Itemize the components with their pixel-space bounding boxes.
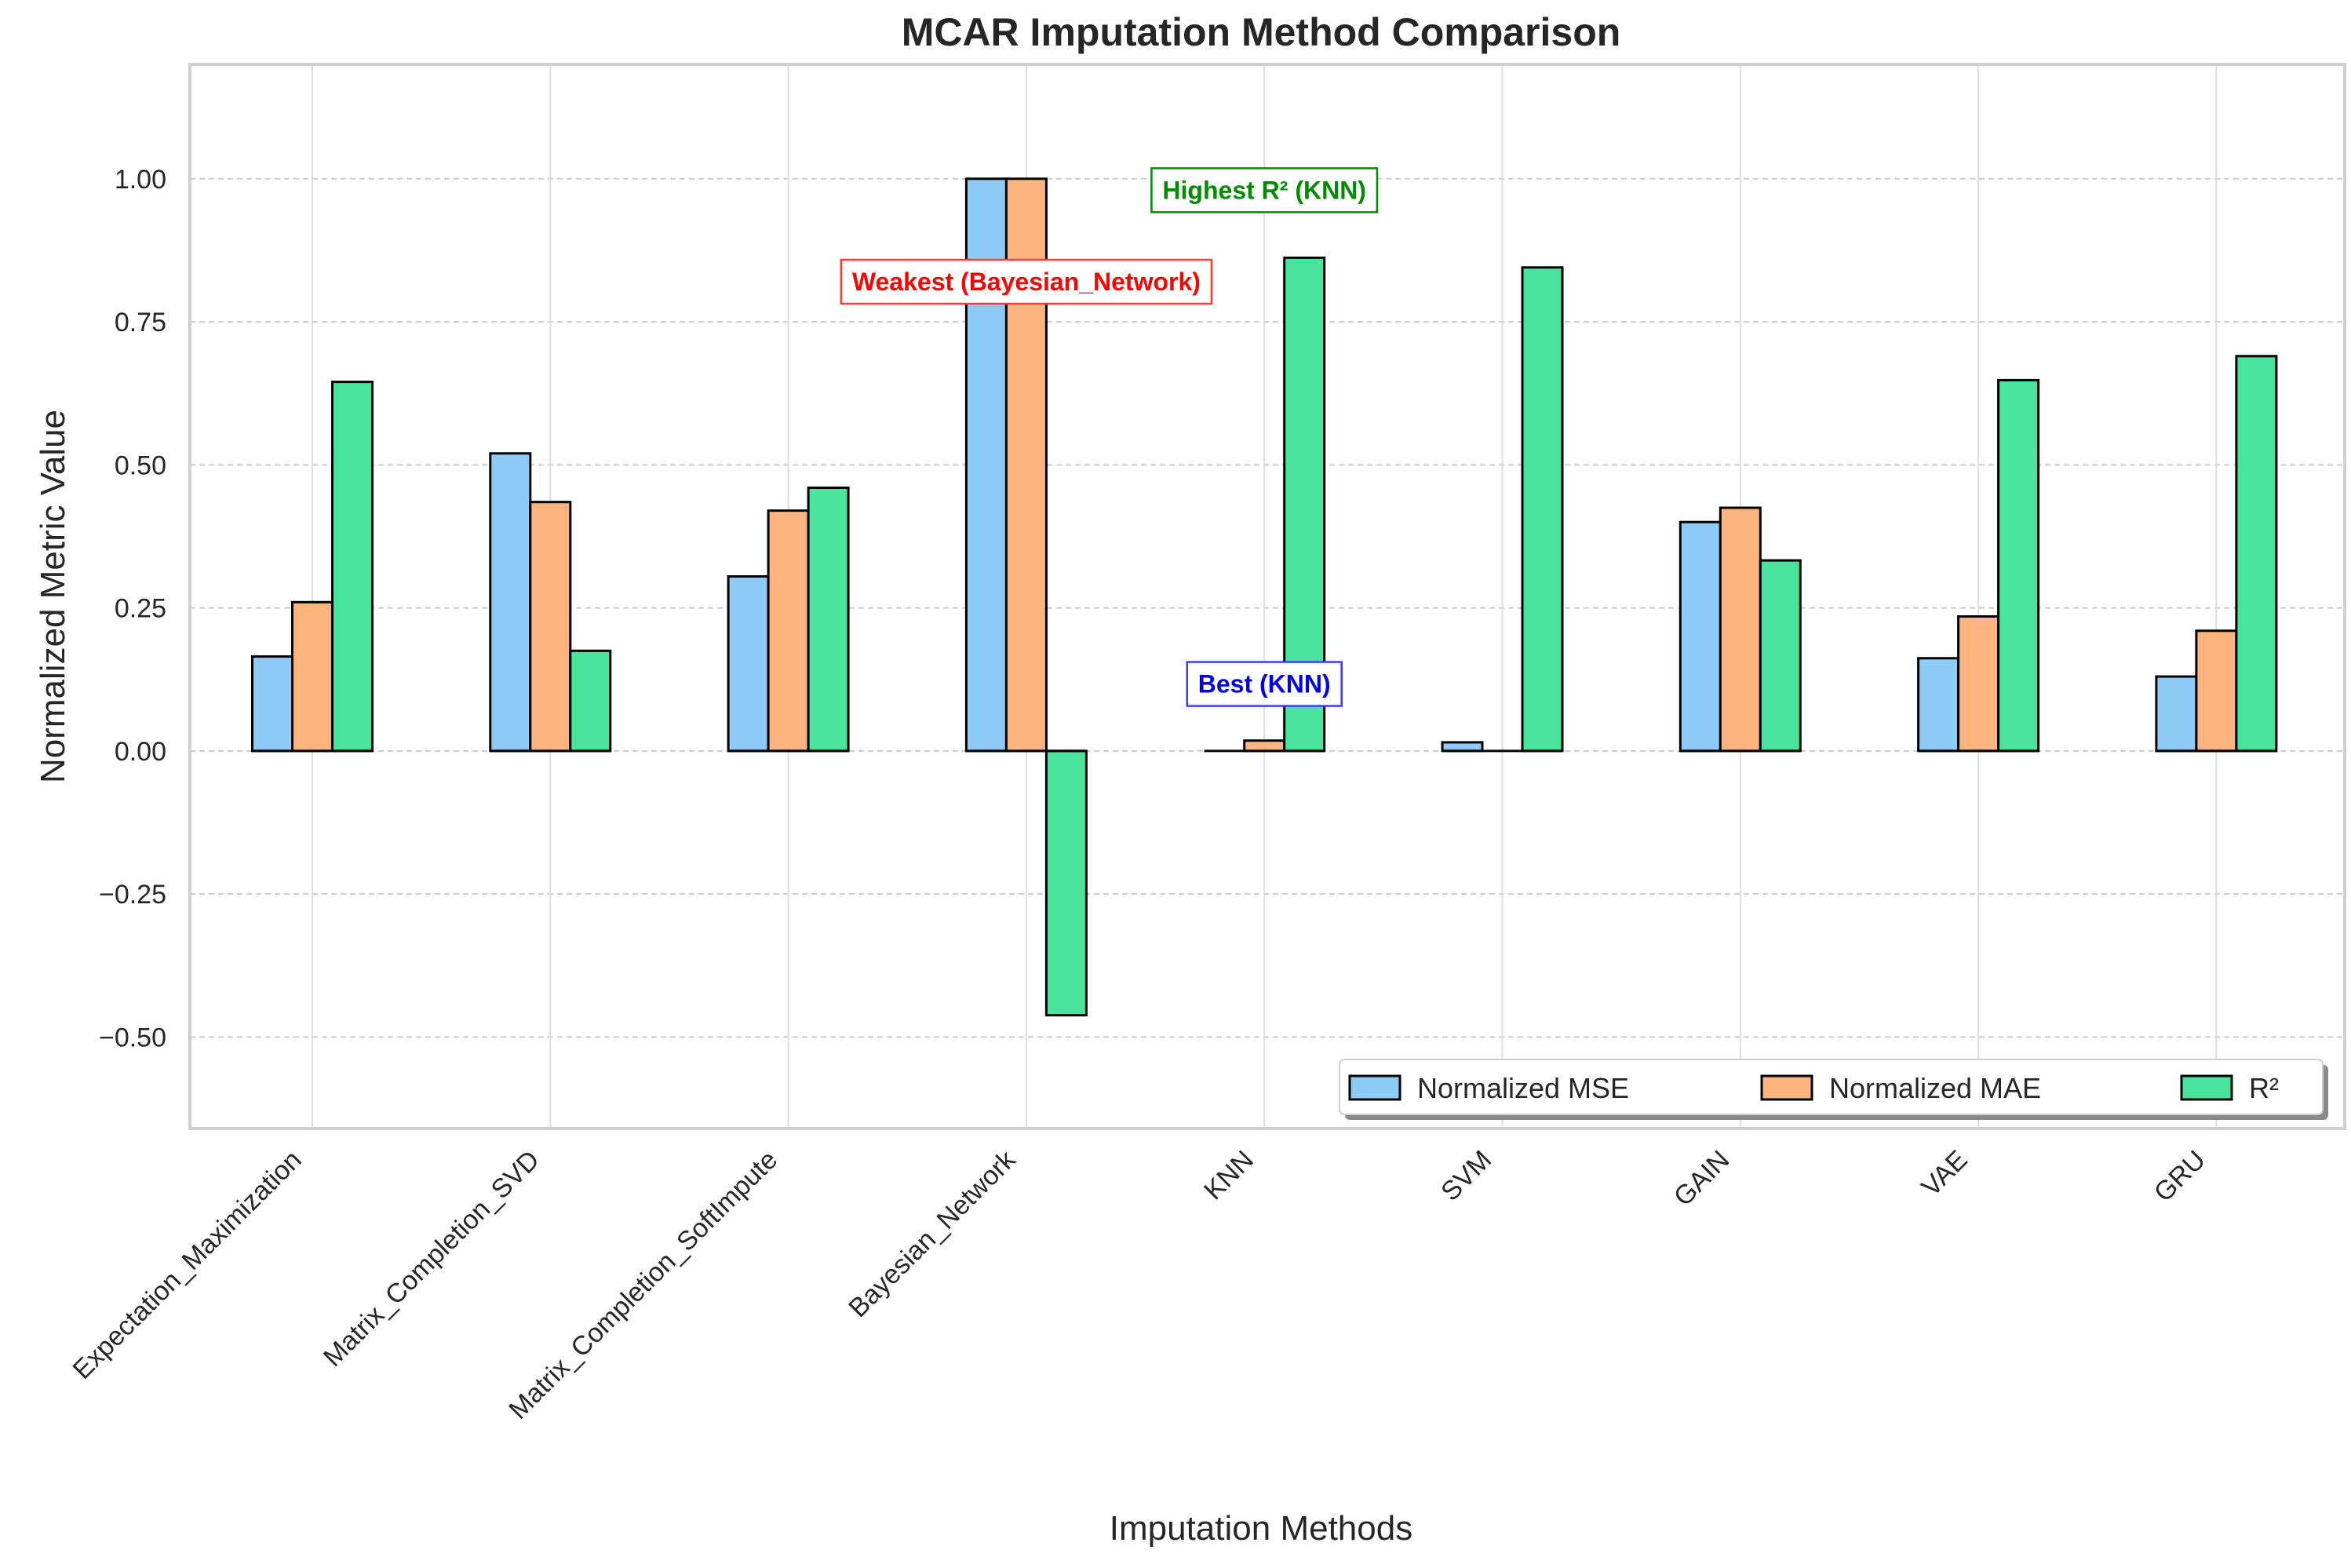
bar-normalized-mse-svm	[1441, 741, 1484, 753]
bar-normalized-mae-knn	[1243, 739, 1286, 753]
annotation-box	[1186, 661, 1343, 707]
y-axis-label: Normalized Metric Value	[34, 410, 72, 783]
y-axis-ticks: −0.50 −0.25 0.00 0.25 0.50 0.75 1.00	[99, 165, 166, 1053]
bar-normalized-mse-matrix-completion-svd	[489, 452, 532, 753]
plot-frame	[188, 63, 2346, 1130]
bar-normalized-mse-expectation-maximization	[251, 655, 293, 753]
bar-normalized-mse-vae	[1917, 657, 1960, 753]
y-tick-label: 0.25	[115, 594, 166, 624]
bar-normalized-mae-matrix-completion-softimpute	[767, 509, 810, 753]
legend-label-r: R²	[2249, 1072, 2279, 1104]
annotation-text: Highest R² (KNN)	[1162, 176, 1366, 204]
bar-normalized-mse-gain	[1679, 520, 1722, 753]
bar-normalized-mae-expectation-maximization	[291, 600, 334, 753]
annotation-highest-r-knn: Highest R² (KNN)	[1150, 167, 1379, 213]
y-tick-label: 0.75	[115, 308, 166, 337]
x-axis-label: Imputation Methods	[1110, 1509, 1412, 1548]
legend-swatch-normalized-mae	[1760, 1074, 1813, 1101]
annotation-box	[1150, 167, 1379, 213]
annotation-text: Best (KNN)	[1198, 670, 1331, 698]
bar-r-matrix-completion-softimpute	[807, 486, 850, 753]
bar-normalized-mae-gain	[1719, 506, 1762, 753]
bar-normalized-mse-gru	[2155, 675, 2198, 753]
chart-title: MCAR Imputation Method Comparison	[902, 10, 1621, 54]
annotation-text: Weakest (Bayesian_Network)	[852, 268, 1201, 296]
y-tick-label: −0.50	[99, 1023, 166, 1052]
bar-normalized-mae-matrix-completion-svd	[529, 501, 572, 753]
bar-r-bayesian-network	[1044, 749, 1088, 1017]
legend-swatch-r	[2180, 1074, 2233, 1101]
legend-label-normalized-mae: Normalized MAE	[1829, 1072, 2041, 1104]
bar-r-vae	[1997, 378, 2040, 753]
bar-r-matrix-completion-svd	[569, 649, 612, 753]
bar-r-expectation-maximization	[331, 381, 374, 753]
bar-r-svm	[1521, 266, 1564, 753]
bar-normalized-mae-gru	[2195, 629, 2238, 753]
y-tick-label: 1.00	[115, 165, 166, 195]
bar-normalized-mse-matrix-completion-softimpute	[727, 574, 770, 753]
legend-box	[1339, 1059, 2324, 1115]
y-tick-label: 0.50	[115, 450, 166, 480]
bar-r-gain	[1759, 559, 1802, 753]
annotation-weakest-bayesian-network: Weakest (Bayesian_Network)	[840, 258, 1213, 305]
bar-normalized-mae-vae	[1957, 615, 2000, 753]
annotation-layer: Highest R² (KNN) Weakest (Bayesian_Networ…	[840, 167, 1379, 707]
y-tick-label: −0.25	[99, 880, 166, 910]
legend: Normalized MSE Normalized MAE R²	[1339, 1059, 2328, 1120]
annotation-best-knn: Best (KNN)	[1186, 661, 1343, 707]
legend-label-normalized-mse: Normalized MSE	[1417, 1072, 1629, 1104]
annotation-box	[840, 258, 1213, 305]
legend-swatch-normalized-mse	[1348, 1074, 1401, 1101]
y-tick-label: 0.00	[115, 737, 166, 767]
bar-r-gru	[2235, 355, 2278, 753]
